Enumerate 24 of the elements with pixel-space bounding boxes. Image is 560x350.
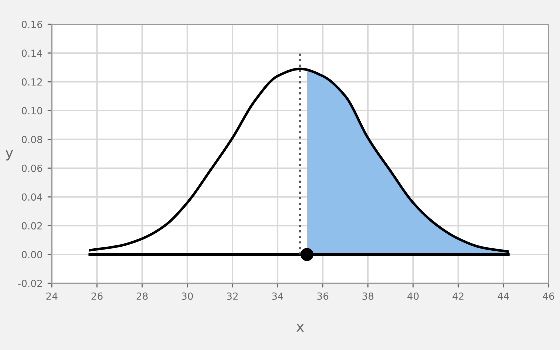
- y-axis-title: y: [6, 150, 14, 161]
- y-tick-label: 0.16: [22, 20, 42, 28]
- x-tick-label: 46: [543, 292, 554, 300]
- y-tick-label: 0.10: [22, 107, 42, 115]
- x-tick-label: 30: [182, 292, 194, 300]
- x-tick-label: 32: [227, 292, 238, 300]
- x-tick-label: 42: [452, 292, 464, 300]
- x-tick-label: 38: [362, 292, 374, 300]
- y-tick-label: 0.12: [22, 78, 42, 86]
- x-tick-label: 40: [408, 292, 419, 300]
- x-axis-title: x: [296, 324, 304, 332]
- y-tick-label: -0.02: [18, 280, 42, 288]
- y-tick-label: 0.08: [22, 136, 42, 144]
- x-tick-label: 26: [92, 292, 103, 300]
- y-tick-label: 0.06: [22, 164, 42, 172]
- y-tick-label: 0.02: [22, 222, 42, 230]
- x-tick-label: 44: [498, 292, 510, 300]
- y-tick-label: 0.04: [22, 194, 43, 201]
- x-tick-label: 34: [272, 292, 284, 300]
- x-tick-label: 28: [136, 292, 148, 300]
- x-tick-label: 36: [318, 292, 329, 300]
- y-tick-label: 0.14: [22, 50, 43, 58]
- y-tick-label: 0.00: [22, 251, 42, 259]
- x-tick-label: 24: [46, 292, 58, 300]
